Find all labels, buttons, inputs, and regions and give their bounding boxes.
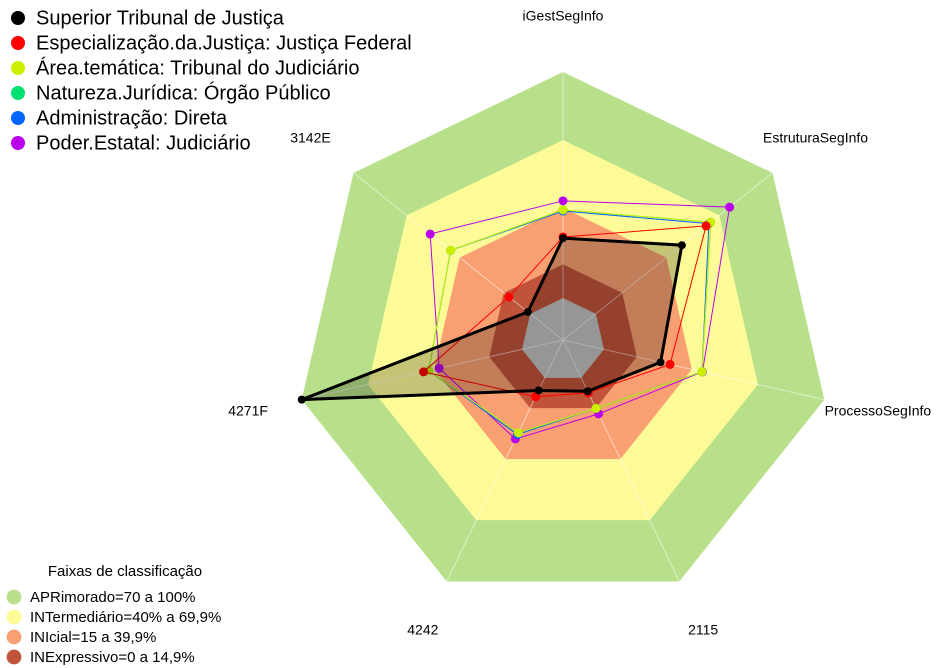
legend-label: Natureza.Jurídica: Órgão Público [36,81,331,104]
series-line [429,200,731,440]
series-point [523,307,532,316]
series-point [559,234,567,243]
band-legend-marker [6,629,22,645]
band-legend-label: INExpressivo=0 a 14,9% [30,649,195,666]
band-legend-label: INTermediário=40% a 69,9% [30,609,221,626]
legend-marker [11,36,25,50]
legend-marker [11,11,25,25]
series-point [297,395,306,404]
series-point [558,205,568,215]
band-legend-label: INIcial=15 a 39,9% [30,629,156,646]
series-point [531,392,541,402]
legend-label: Administração: Direta [36,107,228,129]
series-line [301,236,684,402]
axis-line [562,339,825,401]
series-point [504,292,514,302]
series-point [446,245,456,255]
legend-label: Especialização.da.Justiça: Justiça Feder… [36,32,412,54]
series-point [558,196,568,206]
legend-label: Superior Tribunal de Justiça [36,7,285,29]
series-point [665,359,675,369]
series-point [656,358,665,367]
axis-label: 3142E [290,129,330,145]
axis-label: 4271F [228,403,268,419]
legend-marker [11,61,25,75]
axis-line [562,339,680,582]
series-line [428,209,712,434]
series-point [419,367,429,377]
band-legend-marker [6,609,22,625]
legend-marker [11,111,25,125]
axis-line [446,339,564,582]
legend-label: Área.temática: Tribunal do Judiciário [36,56,360,79]
series-point [425,229,435,239]
legend-marker [11,86,25,100]
series-point [725,202,735,212]
axis-label: iGestSegInfo [523,8,604,24]
series-point [434,363,444,373]
axis-label: 2115 [688,622,718,638]
series-point [513,428,523,438]
series-point [583,387,592,396]
axis-line [562,172,773,341]
legend-marker [11,136,25,150]
series-point [677,241,686,250]
series-point [697,367,707,377]
series-line [422,225,707,398]
series-point [591,403,601,413]
band-legend-label: APRimorado=70 a 100% [30,589,196,606]
axis-label: ProcessoSegInfo [825,403,932,419]
series-point [534,386,543,395]
axis-label: 4242 [407,622,438,638]
legend-label: Poder.Estatal: Judiciário [36,132,251,154]
bands-title: Faixas de classificação [48,563,202,580]
axis-label: EstruturaSegInfo [763,129,868,145]
band-legend-marker [6,589,22,605]
series-point [701,221,711,231]
band-legend-marker [6,649,22,665]
